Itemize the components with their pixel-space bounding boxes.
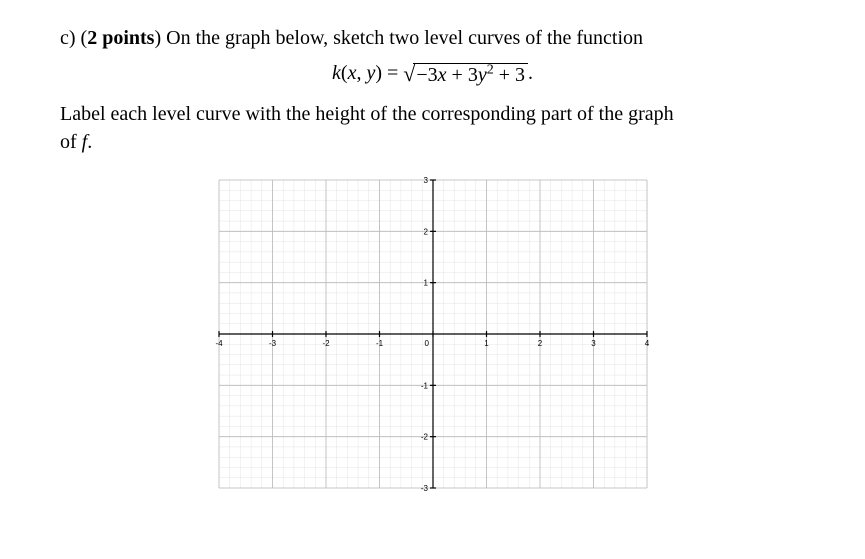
svg-text:-1: -1 (375, 339, 383, 348)
part-label: c) (60, 27, 76, 49)
sqrt: √ −3x + 3y2 + 3 (403, 63, 528, 86)
rad-x: x (438, 64, 447, 86)
svg-text:2: 2 (537, 339, 542, 348)
problem-statement: c) (2 points) On the graph below, sketch… (60, 24, 805, 52)
rad-y: y (478, 64, 487, 86)
svg-text:2: 2 (423, 227, 428, 236)
points: 2 points (87, 27, 154, 49)
rad-sq: 2 (487, 62, 494, 77)
instruction-period: . (87, 131, 92, 153)
coordinate-grid: -4 -3 -2 -1 1 2 3 4 0 -3 -2 -1 1 2 3 (213, 174, 653, 494)
svg-text:-1: -1 (420, 381, 428, 390)
instruction-line1: Label each level curve with the height o… (60, 103, 674, 125)
svg-text:-4: -4 (215, 339, 223, 348)
eq-open: ( (341, 62, 348, 84)
eq-period: . (528, 62, 533, 84)
eq-y1: y (366, 62, 375, 84)
svg-text:1: 1 (423, 279, 428, 288)
svg-text:4: 4 (644, 339, 649, 348)
graph-container: -4 -3 -2 -1 1 2 3 4 0 -3 -2 -1 1 2 3 (60, 174, 805, 494)
rad-plus3: + 3 (494, 64, 525, 86)
svg-text:-3: -3 (420, 484, 428, 493)
svg-text:3: 3 (423, 176, 428, 185)
rad-neg3: −3 (416, 64, 437, 86)
eq-comma: , (356, 62, 366, 84)
instruction-line2a: of (60, 131, 82, 153)
svg-text:-2: -2 (420, 433, 428, 442)
svg-text:0: 0 (424, 339, 429, 348)
svg-text:3: 3 (591, 339, 596, 348)
eq-k: k (332, 62, 341, 84)
equation: k(x, y) = √ −3x + 3y2 + 3 . (60, 62, 805, 86)
sqrt-body: −3x + 3y2 + 3 (413, 63, 528, 86)
svg-text:1: 1 (484, 339, 489, 348)
rad-plus1: + 3 (447, 64, 478, 86)
intro-text: On the graph below, sketch two level cur… (161, 27, 643, 49)
svg-text:-3: -3 (268, 339, 276, 348)
svg-text:-2: -2 (322, 339, 330, 348)
instruction: Label each level curve with the height o… (60, 100, 805, 156)
eq-close-eq: ) = (375, 62, 403, 84)
